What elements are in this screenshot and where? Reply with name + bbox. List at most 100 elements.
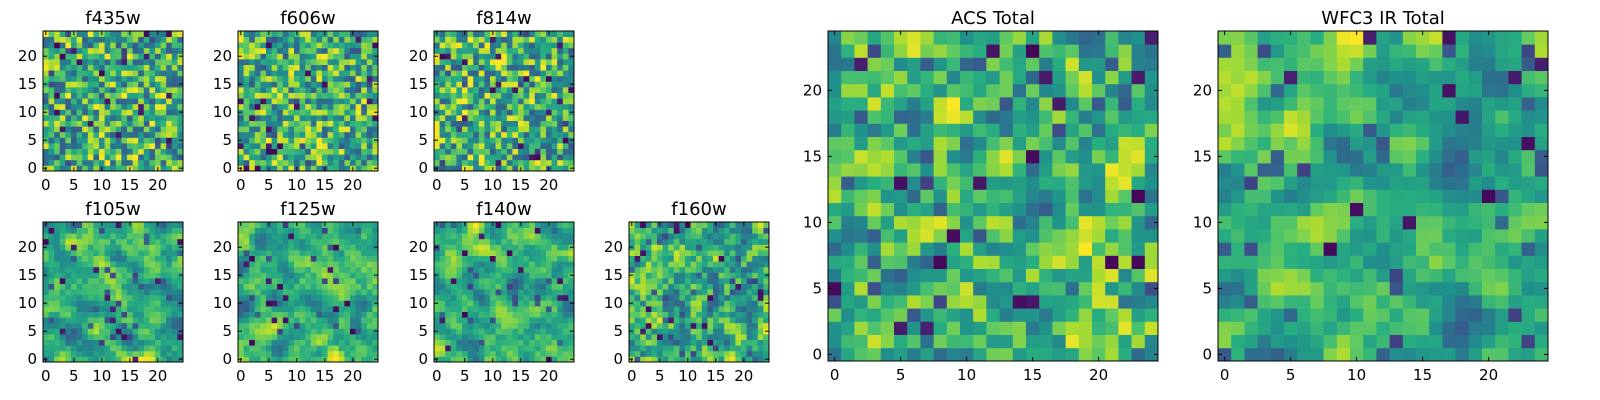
heatmap-cell [149,126,156,133]
heatmap-cell [640,266,647,273]
heatmap-cell [333,131,340,138]
heatmap-cell [143,233,150,240]
heatmap-cell [634,294,641,301]
heatmap-cell [361,109,368,116]
heatmap-cell [316,261,323,268]
heatmap-cell [327,238,334,245]
heatmap-cell [71,261,77,268]
heatmap-cell [361,222,368,228]
heatmap-cell [540,317,547,324]
heatmap-cell [266,300,272,307]
heatmap-cell [529,222,536,228]
heatmap-cell [467,159,474,166]
heatmap-cell [99,328,105,335]
heatmap-cell [366,36,373,43]
heatmap-cell [562,222,569,228]
heatmap-cell [305,334,312,340]
heatmap-cell [735,238,742,245]
heatmap-cell [254,126,261,133]
heatmap-cell [960,176,974,190]
heatmap-cell [266,115,272,121]
heatmap-cell [462,92,468,99]
panel-title-f105w: f105w [85,199,140,220]
heatmap-cell [138,154,145,161]
heatmap-cell [456,334,463,340]
heatmap-cell [546,75,552,82]
heatmap-cell [434,64,440,71]
heatmap-cell [523,244,530,251]
heatmap-cell [171,278,178,284]
heatmap-cell [299,42,306,49]
heatmap-cell [518,70,524,77]
heatmap-cell [434,120,440,127]
heatmap-cell [679,238,686,245]
heatmap-cell [629,334,635,340]
heatmap-cell [322,120,328,127]
heatmap-cell [478,47,485,54]
heatmap-cell [115,70,122,77]
heatmap-cell [160,222,167,228]
heatmap-cell [333,261,340,268]
heatmap-cell [238,148,244,155]
heatmap-cell [338,306,345,312]
heatmap-cell [506,131,513,138]
heatmap-cell [87,143,94,149]
heatmap-cell [59,47,66,54]
heatmap-cell [138,244,145,251]
heatmap-cell [1026,202,1040,217]
heatmap-cell [271,227,278,234]
heatmap-cell [557,70,564,77]
heatmap-cell [361,159,368,166]
heatmap-cell [562,70,569,77]
x-tick-label: 10 [287,176,306,194]
heatmap-cell [282,222,289,228]
heatmap-cell [707,261,714,268]
heatmap-cell [651,272,658,279]
heatmap-cell [854,281,868,296]
heatmap-cell [322,47,328,54]
heatmap-cell [894,347,908,362]
heatmap-cell [138,356,145,363]
heatmap-cell [668,255,675,262]
heatmap-cell [662,317,669,324]
heatmap-cell [634,283,641,290]
heatmap-cell [540,322,547,329]
heatmap-cell [668,289,675,296]
heatmap-cell [282,300,289,307]
heatmap-cell [651,317,658,324]
heatmap-cell [645,322,652,329]
heatmap-cell [501,148,508,155]
heatmap-cell [82,238,89,245]
heatmap-cell [76,322,83,329]
heatmap-cell [372,227,379,234]
heatmap-cell [490,339,496,346]
heatmap-cell [534,250,541,256]
y-tick-label: 10 [409,103,428,121]
heatmap-cell [249,148,256,155]
heatmap-cell [546,350,552,357]
heatmap-cell [132,75,139,82]
heatmap-cell [82,92,89,99]
heatmap-cell [718,222,725,228]
heatmap-cell [266,103,272,110]
heatmap-cell [920,347,934,362]
heatmap-cell [690,238,697,245]
heatmap-cell [529,250,536,256]
heatmap-cell [841,281,855,296]
heatmap-cell [243,59,250,65]
heatmap-cell [338,154,345,161]
heatmap-cell [757,261,764,268]
heatmap-cell [372,31,379,37]
heatmap-cell [1131,202,1146,217]
heatmap-cell [490,59,496,65]
heatmap-cell [645,345,652,352]
heatmap-cell [143,278,150,284]
heatmap-cell [149,81,156,88]
heatmap-cell [484,222,491,228]
heatmap-cell [333,98,340,105]
heatmap-cell [523,255,530,262]
heatmap-cell [271,148,278,155]
heatmap-cell [701,261,708,268]
